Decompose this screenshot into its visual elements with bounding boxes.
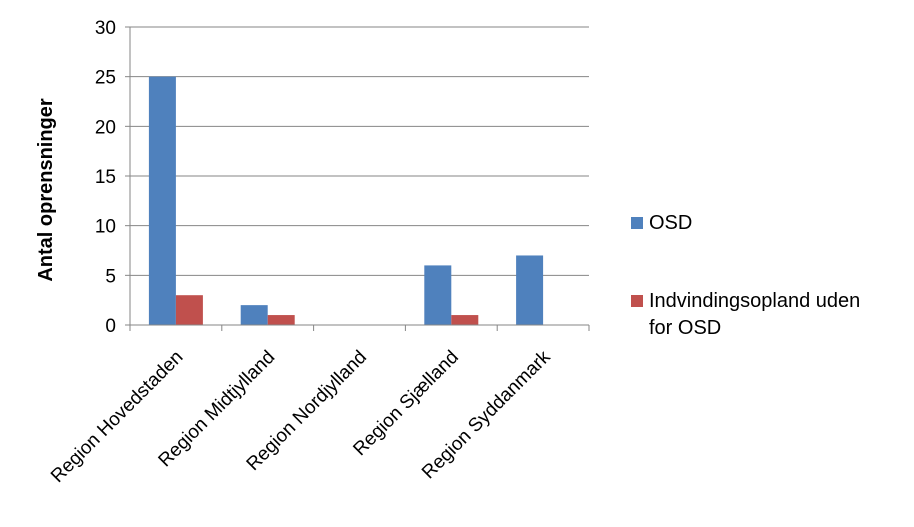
bar-osd-2 [240, 305, 268, 325]
y-tick-label: 0 [105, 316, 116, 337]
y-tick-label: 10 [95, 217, 116, 238]
legend: OSD Indvindingsopland uden for OSD [631, 212, 860, 339]
bar-osd-5 [516, 255, 544, 325]
bar-indvindingsopland-2 [267, 315, 295, 325]
y-tick-labels: 0 5 10 15 20 25 30 [95, 18, 116, 337]
y-tick-label: 15 [95, 167, 116, 188]
y-tick-label: 25 [95, 68, 116, 89]
y-tick-label: 30 [95, 18, 116, 39]
bar-indvindingsopland-4 [451, 315, 479, 325]
gridlines [130, 26, 589, 276]
axes [125, 26, 590, 331]
legend-label: OSD [649, 212, 692, 234]
y-axis-title: Antal oprensninger [35, 98, 57, 282]
y-tick-label: 5 [105, 266, 116, 287]
legend-label: Indvindingsopland uden [649, 290, 860, 312]
bars [148, 76, 544, 326]
legend-label: for OSD [649, 317, 721, 339]
legend-swatch [631, 217, 643, 229]
legend-swatch [631, 295, 643, 307]
bar-osd-1 [148, 76, 176, 326]
bar-indvindingsopland-1 [175, 295, 203, 325]
bar-osd-4 [424, 265, 452, 325]
y-tick-label: 20 [95, 117, 116, 138]
